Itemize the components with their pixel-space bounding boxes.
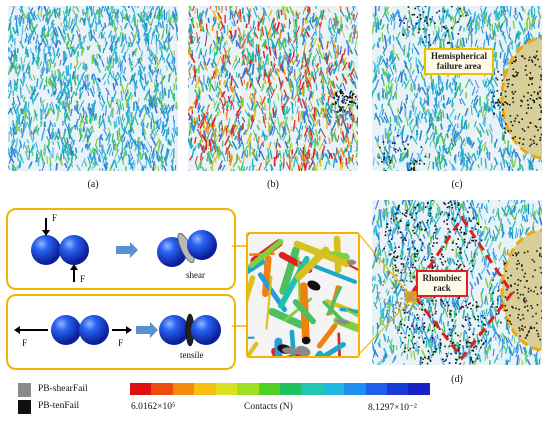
panel-b-label: (b) [267, 179, 279, 190]
particle-ball [79, 315, 109, 345]
particle-ball [191, 315, 221, 345]
panel-d-contact-network [372, 200, 542, 365]
colorbar-segment [365, 383, 388, 395]
contact-force-colorbar [130, 383, 430, 395]
colorbar-segment [172, 383, 195, 395]
ten-fail-swatch [18, 400, 31, 414]
colorbar-segment [387, 383, 409, 395]
panel-c-label: (c) [451, 179, 463, 190]
particle-ball [187, 230, 217, 260]
force-label-right: F [118, 338, 124, 348]
colorbar-max-label: 8.1297×10⁻² [368, 403, 417, 413]
zoomed-contact-inset [246, 232, 360, 358]
shear-mechanism-diagram [31, 218, 217, 282]
force-label-bottom: F [80, 274, 86, 284]
tensile-mechanism-diagram [14, 313, 221, 347]
tensile-mechanism-box: F F tensile [6, 294, 236, 370]
colorbar-segment [301, 383, 323, 395]
transition-arrow [116, 242, 138, 258]
shear-label: shear [186, 270, 205, 280]
colorbar-segment [344, 383, 366, 395]
panel-c-contact-network [372, 6, 542, 171]
colorbar-segment [408, 383, 430, 395]
colorbar-segment [279, 383, 302, 395]
tensile-label: tensile [180, 350, 204, 360]
colorbar-segment [322, 383, 345, 395]
hemispherical-failure-callout: Hemispherical failure area [424, 48, 494, 75]
panel-b-contact-network [188, 6, 358, 171]
shear-fail-label: PB-shearFail [38, 384, 88, 394]
colorbar-segment [237, 383, 259, 395]
panel-a-label: (a) [87, 179, 99, 190]
shear-fail-swatch [18, 383, 31, 397]
force-label-left: F [22, 338, 28, 348]
hemispherical-failure-zone [500, 36, 542, 160]
particle-ball [159, 315, 189, 345]
colorbar-min-label: 6.0162×10⁵ [131, 402, 176, 412]
particle-ball [51, 315, 81, 345]
rhombic-crack-outline [410, 215, 514, 361]
particle-ball [31, 235, 61, 265]
colorbar-segment [215, 383, 238, 395]
rhombic-crack-callout: Rhombiec rack [416, 270, 468, 297]
panel-a-contact-network [8, 6, 178, 171]
colorbar-title: Contacts (N) [244, 402, 293, 412]
shear-mechanism-box: F F shear [6, 208, 236, 290]
colorbar-segment [194, 383, 216, 395]
ten-fail-label: PB-tenFail [38, 401, 80, 411]
force-label-top: F [52, 213, 58, 223]
transition-arrow [136, 322, 158, 338]
colorbar-segment [130, 383, 152, 395]
particle-ball [59, 235, 89, 265]
zoom-region-marker [405, 291, 417, 303]
colorbar-segment [258, 383, 280, 395]
panel-d-label: (d) [451, 374, 463, 385]
colorbar-segment [151, 383, 173, 395]
